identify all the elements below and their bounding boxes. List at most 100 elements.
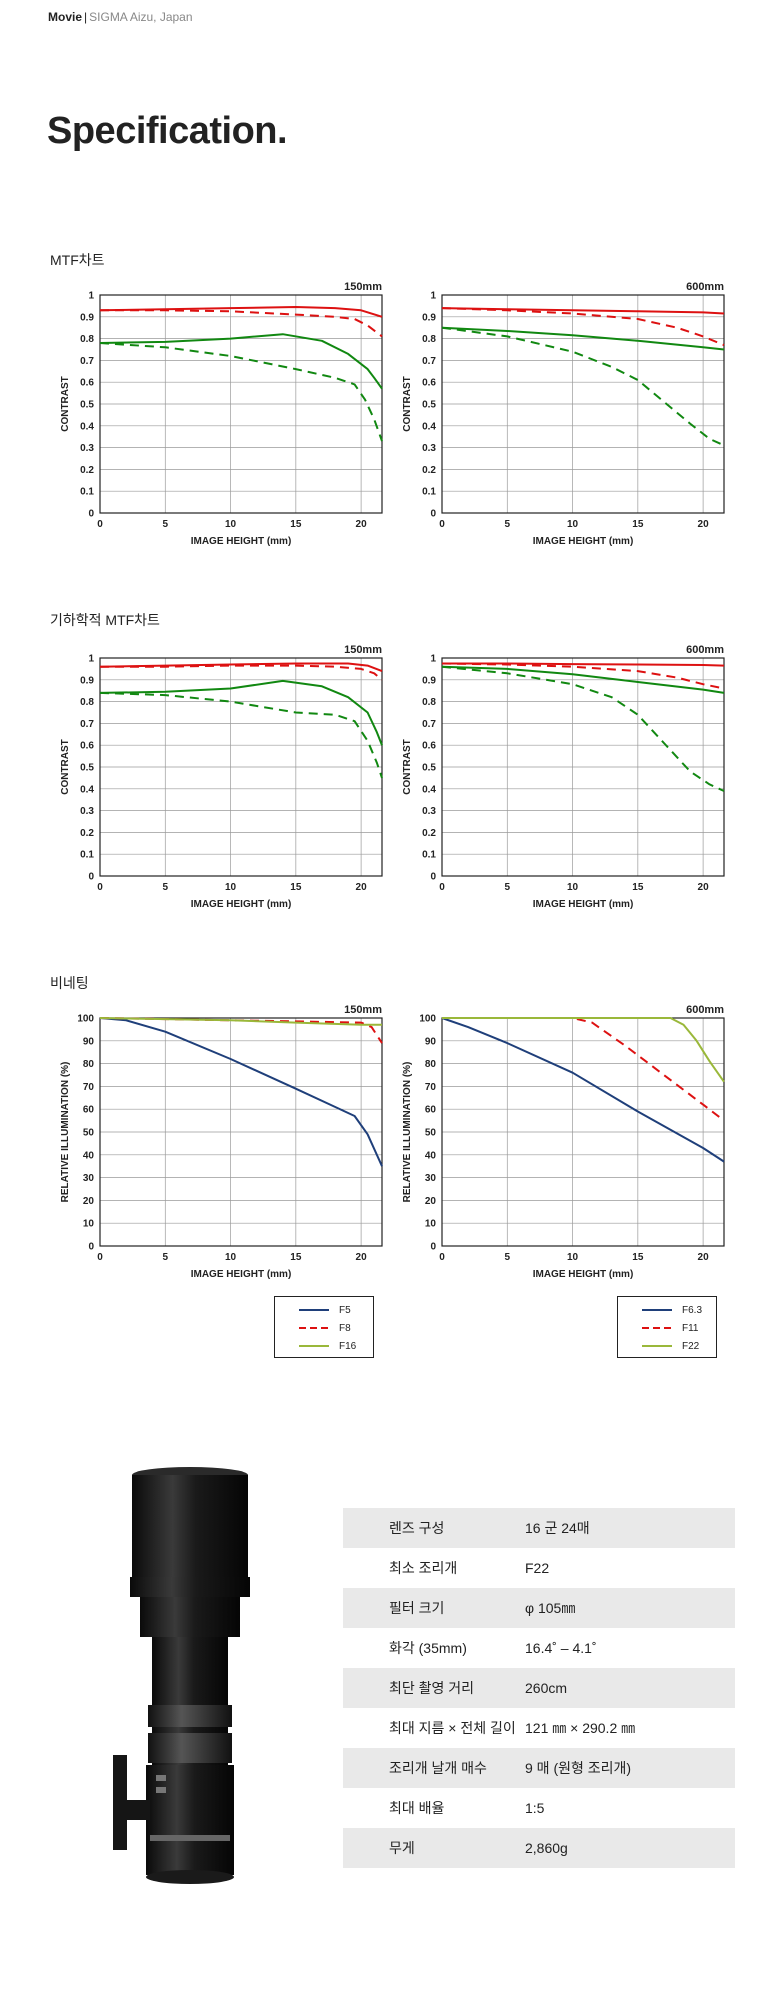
spec-label: 최대 배율 (343, 1788, 525, 1828)
x-tick-label: 10 (225, 519, 237, 530)
table-row: 최대 배율 1:5 (343, 1788, 735, 1828)
x-tick-label: 10 (567, 519, 579, 530)
y-tick-label: 60 (425, 1105, 437, 1116)
y-tick-label: 20 (425, 1196, 437, 1207)
spec-label: 무게 (343, 1828, 525, 1868)
focus-ring (148, 1733, 232, 1763)
x-tick-label: 10 (567, 882, 579, 893)
y-tick-label: 0 (88, 1242, 94, 1253)
x-tick-label: 20 (356, 1252, 368, 1263)
x-tick-label: 0 (97, 1252, 103, 1263)
spec-label: 최소 조리개 (343, 1548, 525, 1588)
series-line (441, 662, 725, 690)
y-tick-label: 0.1 (422, 487, 436, 498)
y-tick-label: 0.2 (80, 828, 94, 839)
y-tick-label: 0 (88, 509, 94, 520)
y-tick-label: 0.1 (422, 850, 436, 861)
table-row: 렌즈 구성 16 군 24매 (343, 1508, 735, 1548)
mtf-chart-150mm: 00.10.20.30.40.50.60.70.80.910 5 10 15 20IMA… (60, 281, 383, 547)
legend-item: F16 (275, 1338, 373, 1356)
y-tick-label: 0.8 (422, 334, 436, 345)
y-tick-label: 0.4 (80, 421, 94, 432)
legend-item: F11 (618, 1320, 716, 1338)
table-row: 최소 조리개 F22 (343, 1548, 735, 1588)
series-line (441, 665, 725, 694)
x-tick-label: 15 (632, 519, 644, 530)
y-tick-label: 0.4 (422, 784, 436, 795)
x-tick-label: 15 (290, 519, 302, 530)
geometric-mtf-chart-150mm: 00.10.20.30.40.50.60.70.80.910 5 10 15 20IMA… (60, 644, 383, 910)
y-tick-label: 70 (425, 1082, 437, 1093)
lens-product-image (113, 1467, 250, 1884)
spec-label: 화각 (35mm) (343, 1628, 525, 1668)
y-tick-label: 0 (430, 1242, 436, 1253)
series-line (100, 664, 383, 681)
x-tick-label: 0 (97, 519, 103, 530)
y-tick-label: 0.7 (422, 356, 436, 367)
series-line (441, 665, 725, 792)
lens-rear-cap (146, 1870, 234, 1884)
y-tick-label: 100 (77, 1014, 94, 1025)
y-tick-label: 0.3 (80, 443, 94, 454)
x-tick-label: 20 (356, 519, 368, 530)
legend-line-swatch (642, 1345, 672, 1347)
x-tick-label: 15 (290, 1252, 302, 1263)
legend-item: F6.3 (618, 1302, 716, 1320)
table-row: 화각 (35mm) 16.4˚ – 4.1˚ (343, 1628, 735, 1668)
series-line (441, 326, 725, 351)
y-tick-label: 100 (419, 1014, 436, 1025)
y-tick-label: 0.7 (80, 356, 94, 367)
legend-label: F6.3 (682, 1305, 703, 1316)
y-tick-label: 0.3 (422, 443, 436, 454)
legend-label: F22 (682, 1341, 700, 1352)
location-label: SIGMA Aizu, Japan (89, 10, 193, 24)
spec-value: 16 군 24매 (525, 1508, 735, 1548)
category-label: Movie (48, 10, 83, 24)
y-tick-label: 0.2 (80, 465, 94, 476)
spec-value: φ 105㎜ (525, 1588, 735, 1628)
y-tick-label: 1 (88, 291, 94, 302)
y-tick-label: 0.7 (422, 719, 436, 730)
top-bar: Movie | SIGMA Aizu, Japan (48, 10, 193, 24)
y-tick-label: 0.1 (80, 850, 94, 861)
y-axis-label: CONTRAST (60, 376, 71, 432)
lens-mount-section (146, 1820, 234, 1875)
y-tick-label: 40 (425, 1150, 437, 1161)
x-tick-label: 5 (162, 1252, 168, 1263)
y-tick-label: 0.6 (422, 378, 436, 389)
legend-line-swatch (299, 1345, 329, 1347)
lens-hood (132, 1475, 248, 1585)
x-tick-label: 0 (97, 882, 103, 893)
y-tick-label: 0.5 (80, 400, 94, 411)
y-tick-label: 1 (430, 654, 436, 665)
x-axis-label: IMAGE HEIGHT (mm) (191, 899, 292, 910)
y-tick-label: 1 (430, 291, 436, 302)
vignetting-chart-600mm: 0 10 20 30 40 50 60 70 80 90 100 0 5 10 15 20 IMAGE HEIG… (402, 1004, 725, 1280)
x-tick-label: 0 (439, 519, 445, 530)
x-tick-label: 20 (698, 519, 710, 530)
mtf-chart-600mm: 00.10.20.30.40.50.60.70.80.910 5 10 15 20IMA… (402, 281, 725, 547)
chart-title: 600mm (686, 1004, 724, 1016)
zoom-ring (148, 1705, 232, 1727)
chart-title: 600mm (686, 281, 724, 293)
lens-hood-base (130, 1577, 250, 1597)
vignetting-legend-150mm: F5 F8 F16 (274, 1296, 374, 1358)
plot-frame (441, 657, 725, 877)
chart-title: 150mm (344, 644, 382, 656)
switch (156, 1787, 166, 1793)
y-tick-label: 0.7 (80, 719, 94, 730)
x-axis-label: IMAGE HEIGHT (mm) (533, 536, 634, 547)
y-tick-label: 0 (88, 872, 94, 883)
x-tick-label: 20 (698, 882, 710, 893)
legend-label: F5 (339, 1305, 351, 1316)
y-tick-label: 0.8 (80, 334, 94, 345)
y-tick-label: 0.5 (80, 763, 94, 774)
x-tick-label: 5 (162, 882, 168, 893)
chart-title: 150mm (344, 1004, 382, 1016)
x-tick-label: 0 (439, 1252, 445, 1263)
plot-frame (99, 1017, 383, 1247)
spec-label: 최대 지름 × 전체 길이 (343, 1708, 525, 1748)
vignetting-chart-150mm: 0 10 20 30 40 50 60 70 80 90 100 0 5 10 15 20 IMAGE HEIG… (60, 1004, 383, 1280)
spec-value: 260cm (525, 1668, 735, 1708)
y-tick-label: 90 (425, 1036, 437, 1047)
